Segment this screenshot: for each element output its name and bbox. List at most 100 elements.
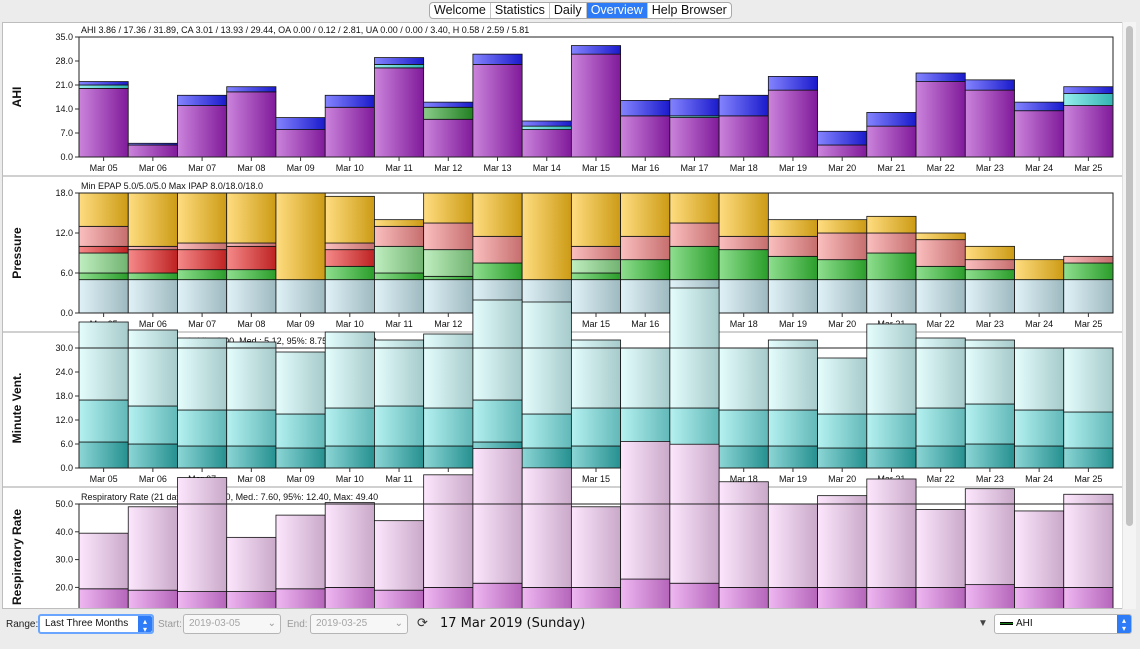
bar-ahi-ca: [767, 89, 818, 158]
bar-pressure-max-ipap: [177, 192, 228, 244]
bar-respiratory-rate-max: [423, 474, 474, 588]
bar-minute-vent-median: [78, 441, 129, 469]
plot-frame: [78, 503, 1114, 608]
graph-select[interactable]: AHI ▴ ▾: [994, 614, 1132, 634]
bar-pressure-95-ipap: [472, 235, 523, 264]
x-tick-label: Mar 10: [336, 163, 364, 173]
bar-pressure-median-epap: [767, 255, 818, 281]
tab-daily[interactable]: Daily: [550, 3, 587, 18]
bar-pressure-max-ipap: [127, 192, 178, 247]
bar-pressure-95-ipap: [570, 245, 622, 261]
bar-respiratory-rate-max: [817, 495, 868, 588]
range-select[interactable]: Last Three Months ▴ ▾: [38, 614, 154, 634]
bar-pressure-min-epap: [767, 279, 818, 314]
bar-respiratory-rate-max: [866, 478, 917, 588]
end-date-field[interactable]: 2019-03-25 ⌄: [310, 614, 408, 634]
bar-respiratory-rate-95-: [226, 591, 277, 608]
bar-pressure-median-ipap: [226, 245, 277, 271]
bar-pressure-max-ipap: [226, 192, 277, 244]
bar-pressure-min-epap: [570, 279, 622, 314]
bar-pressure-median-epap: [620, 259, 671, 281]
bar-pressure-max-ipap: [374, 219, 425, 227]
bar-respiratory-rate-max: [767, 503, 818, 588]
bar-respiratory-rate-95-: [718, 587, 769, 608]
bar-minute-vent-max: [374, 339, 425, 407]
x-tick-label: Mar 07: [188, 319, 216, 329]
chart-summary-minute-vent: Minute Ventilation (21 days): Min: 0.00,…: [81, 336, 377, 346]
bar-pressure-max-ipap: [817, 219, 868, 234]
bar-ahi-h: [620, 100, 671, 117]
bar-minute-vent-95-: [127, 405, 178, 445]
bar-respiratory-rate-95-: [669, 582, 720, 608]
scrollbar-thumb[interactable]: [1126, 26, 1133, 526]
bar-respiratory-rate-95-: [177, 591, 228, 608]
bar-minute-vent-max: [964, 339, 1015, 405]
bar-ahi-h: [817, 130, 868, 146]
graph-select-value: AHI: [1016, 618, 1033, 629]
bar-ahi-ua: [1063, 93, 1114, 106]
start-date-field[interactable]: 2019-03-05 ⌄: [183, 614, 281, 634]
bar-pressure-95-ipap: [177, 242, 228, 251]
x-tick-label: Mar 06: [139, 163, 167, 173]
bar-minute-vent-median: [767, 445, 818, 469]
bar-ahi-h: [669, 98, 720, 117]
bar-minute-vent-max: [423, 333, 474, 409]
bar-pressure-min-epap: [423, 279, 474, 314]
bar-pressure-max-ipap: [275, 192, 326, 281]
bar-minute-vent-median: [521, 447, 572, 469]
bar-ahi-h: [1063, 86, 1114, 94]
x-tick-label: Mar 06: [139, 474, 167, 484]
bar-pressure-min-epap: [127, 279, 178, 314]
overview-graphs-panel[interactable]: AHI AHI 3.86 / 17.36 / 31.89, CA 3.01 / 1…: [2, 22, 1136, 609]
bar-respiratory-rate-max: [669, 443, 720, 584]
bar-pressure-max-ipap: [423, 192, 474, 224]
x-tick-label: Mar 19: [779, 319, 807, 329]
tab-overview[interactable]: Overview: [586, 3, 648, 18]
bar-pressure-max-ipap: [964, 245, 1015, 261]
bar-pressure-max-ipap: [324, 195, 375, 244]
bar-pressure-median-epap: [423, 275, 474, 281]
x-tick-label: Mar 18: [730, 474, 758, 484]
overview-charts: AHI AHI 3.86 / 17.36 / 31.89, CA 3.01 / 1…: [3, 25, 1123, 608]
bar-minute-vent-95-: [423, 407, 474, 447]
bar-minute-vent-max: [127, 329, 178, 407]
bar-ahi-ca: [1014, 110, 1065, 158]
bar-ahi-ca: [472, 64, 523, 158]
bar-pressure-median-epap: [472, 262, 523, 281]
vertical-scrollbar[interactable]: [1122, 22, 1136, 609]
refresh-icon[interactable]: ⟳: [417, 615, 428, 630]
tab-welcome[interactable]: Welcome: [430, 3, 491, 18]
bar-respiratory-rate-max: [374, 520, 425, 591]
bar-minute-vent-max: [324, 331, 375, 409]
bar-ahi-ca: [374, 67, 425, 158]
x-tick-label: Mar 14: [533, 163, 561, 173]
bar-respiratory-rate-95-: [1063, 587, 1114, 608]
bar-minute-vent-max: [866, 323, 917, 415]
bar-minute-vent-95-: [669, 407, 720, 447]
bar-minute-vent-95-: [620, 407, 671, 447]
bar-pressure-max-ipap: [78, 192, 129, 227]
y-tick-label: 18.0: [55, 391, 73, 401]
bar-minute-vent-median: [1014, 445, 1065, 469]
bar-pressure-min-epap: [1063, 279, 1114, 314]
bar-ahi-h: [472, 53, 523, 65]
bar-ahi-ca: [620, 115, 671, 158]
bar-pressure-max-ipap: [718, 192, 769, 237]
bar-ahi-ca: [78, 88, 129, 158]
graph-menu-chevron-icon[interactable]: ▼: [978, 618, 988, 629]
bar-ahi-h: [423, 101, 474, 108]
chart-title-respiratory-rate: Respiratory Rate: [10, 509, 24, 605]
bar-pressure-median-epap: [866, 252, 917, 281]
tab-statistics[interactable]: Statistics: [491, 3, 550, 18]
chart-summary-pressure: Min EPAP 5.0/5.0/5.0 Max IPAP 8.0/18.0/1…: [81, 181, 263, 191]
tab-help-browser[interactable]: Help Browser: [651, 3, 727, 17]
bar-minute-vent-95-: [78, 399, 129, 443]
x-tick-label: Mar 12: [434, 163, 462, 173]
bar-pressure-95-ipap: [374, 225, 425, 247]
bar-minute-vent-median: [1063, 447, 1114, 469]
bar-minute-vent-median: [817, 447, 868, 469]
bar-ahi-ca: [127, 144, 178, 158]
bar-ahi-ua: [521, 125, 572, 130]
y-tick-label: 0.0: [60, 308, 73, 318]
bar-ahi-ca: [866, 125, 917, 158]
